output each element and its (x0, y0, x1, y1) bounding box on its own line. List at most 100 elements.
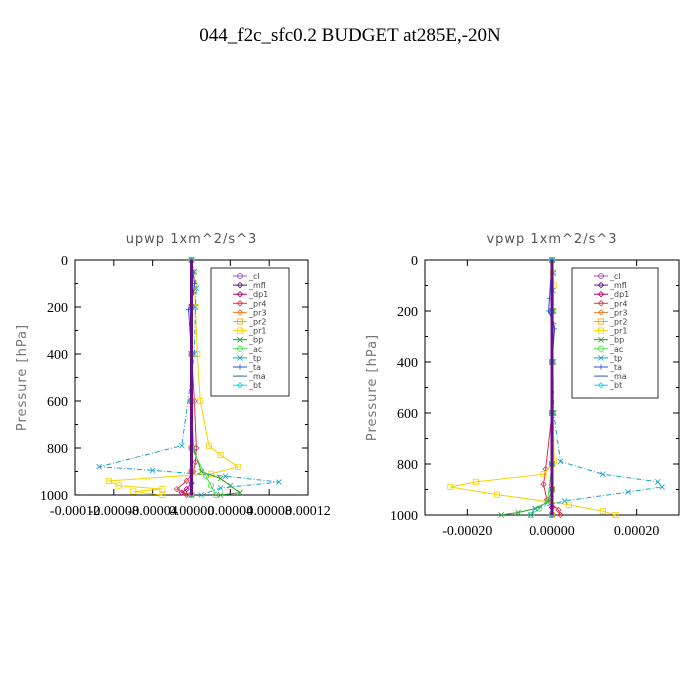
upwp-point-pr1 (235, 463, 242, 470)
upwp-legend-marker (236, 318, 243, 325)
vpwp-panel-title: vpwp 1xm^2/s^3 (486, 232, 617, 247)
upwp-y-axis-label: Pressure [hPa] (15, 324, 30, 431)
upwp-legend-marker (236, 281, 244, 289)
upwp-legend-label: _bt (248, 381, 261, 390)
vpwp-point-tp (654, 478, 661, 485)
upwp-legend-box (210, 267, 290, 397)
upwp-point-tp (193, 285, 200, 292)
upwp-y-tick-label: 600 (47, 395, 68, 410)
upwp-point-pr1 (197, 397, 204, 404)
vpwp-point-pr4 (555, 506, 562, 514)
vpwp-point-pr1 (565, 501, 572, 508)
upwp-point-tp (222, 473, 229, 480)
vpwp-point-bp (515, 509, 522, 516)
upwp-point-pr4 (183, 491, 190, 499)
upwp-point-ac (203, 473, 210, 480)
upwp-legend-label: _bp (248, 336, 263, 345)
upwp-legend-label: _pr2 (248, 318, 266, 327)
upwp-legend-label: _cl (248, 272, 260, 281)
vpwp-legend: _cl_mfl_dp1_pr4_pr3_pr2_pr1_bp_ac_tp_ta_… (571, 267, 659, 399)
upwp-y-tick-label: 0 (61, 254, 68, 269)
upwp-point-tp (96, 463, 103, 470)
vpwp-legend-label: _pr4 (609, 299, 627, 308)
vpwp-y-tick-label: 600 (397, 407, 418, 422)
upwp-x-tick-label: -0.00012 (50, 504, 100, 519)
vpwp-legend-label: _mfl (609, 281, 627, 290)
upwp-point-tp (192, 304, 199, 310)
upwp-point-pr4 (192, 458, 199, 466)
vpwp-y-tick-label: 0 (411, 254, 418, 269)
upwp-legend-marker (236, 272, 243, 279)
upwp-point-pr1 (159, 486, 166, 493)
upwp-point-dp1 (183, 485, 190, 493)
upwp-x-tick-label: -0.00004 (128, 504, 178, 519)
upwp-legend-marker (237, 364, 243, 370)
vpwp-panel: vpwp 1xm^2/s^3 Pressure [hPa] 0 200 400 600 80… (365, 232, 680, 539)
vpwp-point-tp (561, 498, 568, 504)
upwp-y-tick-label: 800 (47, 442, 68, 457)
upwp-y-tick-label: 1000 (40, 489, 68, 504)
upwp-x-tick-label: -0.00008 (89, 504, 139, 519)
vpwp-legend-label: _dp1 (609, 290, 629, 299)
vpwp-legend-label: _pr3 (609, 308, 627, 317)
upwp-point-bp (217, 492, 224, 498)
upwp-point-pr1 (130, 488, 137, 495)
upwp-legend-label: _ac (248, 345, 262, 354)
upwp-point-tp (217, 485, 224, 491)
upwp-legend-marker (237, 336, 243, 343)
upwp-point-dp1 (178, 489, 185, 496)
vpwp-point-tp (599, 471, 606, 478)
vpwp-point-tp (659, 484, 665, 490)
vpwp-point-tp (557, 458, 564, 465)
upwp-point-pr1 (205, 442, 212, 449)
vpwp-legend-label: _tp (609, 354, 622, 363)
upwp-point-pr1 (217, 452, 224, 459)
vpwp-legend-marker (597, 300, 605, 307)
upwp-point-ac (212, 491, 219, 498)
upwp-y-tick-label: 400 (47, 348, 68, 363)
upwp-legend-marker (236, 300, 244, 307)
upwp-series-line-pr1 (107, 259, 240, 496)
vpwp-y-tick-label: 400 (397, 356, 418, 371)
vpwp-point-pr1 (612, 512, 619, 519)
upwp-x-tick-label: 0.00000 (169, 504, 215, 519)
vpwp-point-tp (532, 505, 538, 512)
upwp-point-bp (217, 475, 224, 482)
vpwp-y-tick-label: 800 (397, 458, 418, 473)
vpwp-legend-marker (598, 336, 604, 343)
upwp-point-pr4 (183, 477, 190, 485)
vpwp-x-tick-label: 0.00020 (614, 524, 660, 539)
upwp-legend: _cl_mfl_dp1_pr4_pr3_pr2_pr1_bp_ac_tp_ta_… (210, 267, 290, 397)
vpwp-legend-label: _ta (609, 363, 622, 372)
upwp-panel: upwp 1xm^2/s^3 Pressure [hPa] 0 200 400 600 80… (15, 232, 331, 519)
upwp-legend-label: _ta (248, 363, 261, 372)
upwp-point-tp (178, 442, 185, 449)
vpwp-y-tick-label: 1000 (390, 509, 418, 524)
upwp-legend-marker (236, 382, 244, 389)
vpwp-point-bp (498, 512, 505, 518)
upwp-legend-label: _pr3 (248, 308, 266, 317)
vpwp-legend-label: _ma (609, 372, 627, 381)
upwp-legend-label: _pr1 (248, 327, 266, 336)
upwp-series-line-tp (99, 259, 279, 496)
vpwp-point-pr4 (557, 511, 564, 519)
vpwp-legend-marker (598, 272, 605, 279)
vpwp-point-pr1 (540, 471, 547, 478)
vpwp-point-ac (544, 496, 551, 503)
upwp-legend-marker (236, 291, 244, 298)
vpwp-point-pr4 (540, 481, 547, 488)
vpwp-legend-label: _bt (609, 381, 622, 390)
vpwp-legend-label: _ac (609, 345, 623, 354)
upwp-legend-marker (236, 345, 243, 352)
upwp-legend-marker (236, 309, 244, 316)
vpwp-point-pr1 (493, 491, 500, 498)
upwp-panel-title: upwp 1xm^2/s^3 (126, 232, 258, 247)
upwp-legend-label: _ma (248, 372, 266, 381)
vpwp-legend-marker (597, 281, 605, 289)
vpwp-legend-marker (597, 382, 605, 389)
vpwp-legend-marker (598, 318, 605, 325)
upwp-point-pr4 (173, 485, 181, 493)
upwp-point-ac (207, 482, 214, 489)
upwp-point-tp (198, 492, 205, 498)
